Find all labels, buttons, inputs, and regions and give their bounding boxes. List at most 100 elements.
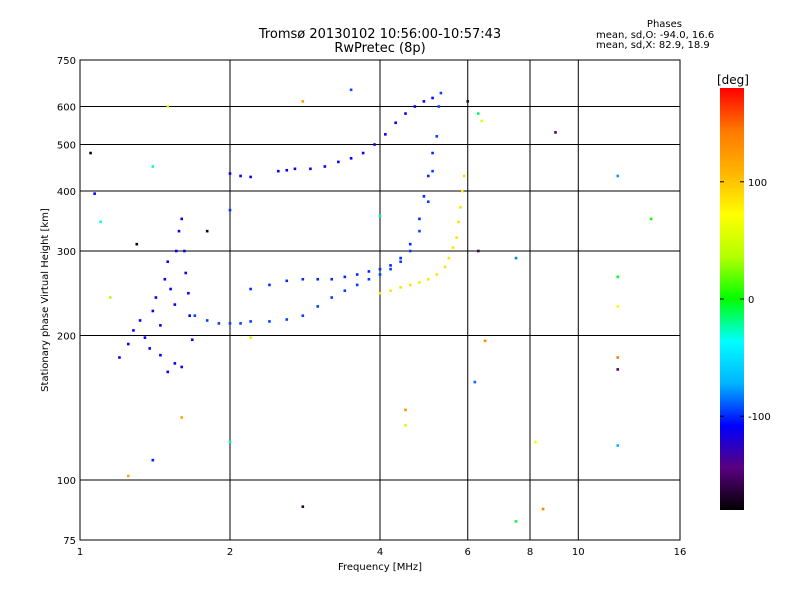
data-point [188, 314, 191, 317]
data-point [616, 356, 620, 359]
data-points [89, 88, 653, 523]
data-point [384, 133, 387, 136]
data-point [190, 338, 194, 342]
colorbar-tick-label: 0 [748, 295, 754, 306]
data-point [616, 305, 620, 308]
data-point [323, 165, 327, 168]
data-point [268, 283, 271, 287]
data-point [483, 339, 487, 343]
data-point [163, 277, 167, 281]
data-point [249, 336, 252, 339]
data-point [349, 88, 353, 92]
data-point [205, 319, 209, 322]
data-point [554, 131, 557, 134]
data-point [404, 408, 407, 412]
data-point [118, 356, 121, 359]
data-point [249, 287, 252, 291]
data-point [337, 160, 340, 164]
y-tick-label: 400 [57, 187, 76, 198]
data-point [93, 192, 96, 195]
data-point [514, 256, 518, 260]
data-point [249, 175, 252, 179]
data-point [466, 100, 470, 103]
data-point [180, 416, 184, 419]
data-point [408, 249, 412, 253]
data-point [205, 229, 209, 233]
data-point [399, 256, 402, 260]
data-point [239, 174, 242, 178]
data-point [367, 270, 371, 273]
y-axis-label: Stationary phase Virtual Height [km] [40, 208, 51, 392]
data-point [514, 520, 518, 523]
data-point [343, 275, 347, 279]
data-point [309, 167, 312, 171]
data-point [180, 365, 184, 369]
data-point [541, 507, 545, 511]
data-point [435, 135, 439, 138]
data-point [301, 505, 305, 508]
data-point [301, 277, 305, 281]
chart-subtitle: RwPretec (8p) [334, 41, 426, 56]
data-point [330, 296, 334, 299]
data-point [166, 370, 170, 374]
data-point [268, 320, 271, 323]
data-point [435, 273, 439, 276]
data-point [459, 205, 462, 209]
data-point [285, 279, 289, 283]
data-point [431, 96, 434, 100]
data-point [166, 260, 170, 264]
phase-o-mode: mean, sd,O: -94.0, 16.6 [596, 29, 715, 41]
data-point [408, 242, 412, 246]
data-point [187, 291, 190, 295]
data-point [477, 112, 480, 115]
data-point [301, 314, 305, 317]
data-point [431, 169, 434, 173]
data-point [455, 236, 458, 239]
data-point [99, 220, 102, 224]
data-point [355, 273, 359, 276]
data-point [276, 169, 280, 173]
data-point [151, 165, 155, 168]
data-point [616, 444, 620, 447]
data-point [184, 271, 188, 275]
data-point [126, 474, 130, 478]
data-point [169, 287, 172, 291]
data-point [418, 229, 421, 233]
colorbar-tick-label: -100 [748, 412, 771, 423]
y-tick-label: 200 [57, 332, 76, 343]
data-point [349, 157, 353, 160]
data-point [173, 303, 177, 306]
data-point [180, 217, 184, 221]
y-tick-label: 75 [63, 536, 76, 547]
data-point [89, 151, 92, 155]
data-point [138, 319, 142, 322]
data-point [183, 249, 186, 253]
data-point [426, 200, 430, 204]
data-point [228, 208, 232, 212]
data-point [228, 440, 232, 444]
data-point [355, 283, 359, 287]
data-point [477, 249, 480, 253]
y-tick-label: 100 [57, 476, 76, 487]
data-point [285, 318, 289, 321]
data-point [239, 322, 242, 325]
data-point [378, 291, 382, 295]
data-point [649, 217, 653, 221]
phase-x-mode: mean, sd,X: 82.9, 18.9 [596, 40, 710, 51]
chart-title: Tromsø 20130102 10:56:00-10:57:43 [258, 27, 502, 42]
colorbar-label: [deg] [717, 73, 749, 87]
data-point [426, 174, 430, 178]
x-axis-ticks: 1 2 4 6 8 10 16 [77, 547, 687, 558]
data-point [108, 296, 112, 299]
data-point [399, 260, 402, 264]
data-point [389, 267, 392, 271]
x-tick-label: 2 [227, 547, 233, 558]
data-point [399, 286, 402, 289]
phase-statistics: Phases mean, sd,O: -94.0, 16.6 mean, sd,… [596, 19, 796, 52]
x-tick-label: 6 [465, 547, 471, 558]
colorbar-tick-label: 100 [748, 178, 767, 189]
data-point [394, 121, 397, 125]
data-point [373, 143, 376, 146]
data-point [616, 174, 620, 178]
